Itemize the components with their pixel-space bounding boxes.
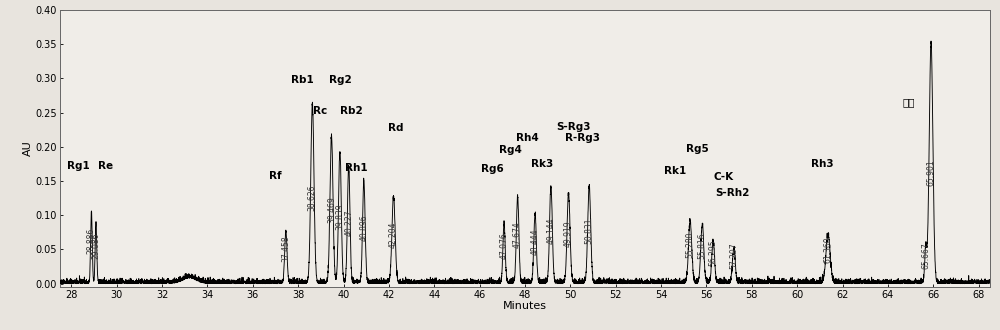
Text: Rd: Rd	[388, 123, 403, 133]
Text: 40.896: 40.896	[359, 214, 368, 241]
Text: 55.816: 55.816	[698, 233, 707, 259]
Text: Rk3: Rk3	[531, 159, 553, 169]
Text: Re: Re	[98, 161, 113, 171]
Text: 47.076: 47.076	[500, 232, 509, 259]
Text: Rb1: Rb1	[291, 75, 314, 85]
Text: C-K: C-K	[713, 172, 734, 182]
Text: 42.204: 42.204	[389, 221, 398, 248]
Text: Rg1: Rg1	[67, 161, 90, 171]
Text: Rg4: Rg4	[499, 145, 522, 155]
Text: 28.886: 28.886	[87, 227, 96, 253]
Text: 49.919: 49.919	[564, 220, 573, 247]
Text: S-Rh2: S-Rh2	[715, 188, 750, 198]
Text: 56.295: 56.295	[709, 239, 718, 266]
Text: 50.831: 50.831	[585, 217, 594, 244]
Text: Rh4: Rh4	[516, 133, 539, 143]
Text: Rb2: Rb2	[340, 106, 363, 116]
Text: 48.444: 48.444	[531, 228, 540, 255]
Text: 苷元: 苷元	[902, 97, 915, 107]
Text: 65.901: 65.901	[927, 160, 936, 186]
Text: Rg5: Rg5	[686, 144, 709, 154]
Text: Rc: Rc	[313, 106, 327, 116]
Text: 40.227: 40.227	[344, 209, 353, 236]
Text: Rh1: Rh1	[345, 163, 367, 173]
Text: Rg6: Rg6	[481, 164, 503, 174]
Text: 38.626: 38.626	[308, 184, 317, 211]
Text: 39.469: 39.469	[327, 197, 336, 223]
Text: 49.144: 49.144	[546, 217, 555, 244]
Text: S-Rg3: S-Rg3	[557, 122, 591, 132]
Text: 39.839: 39.839	[335, 204, 344, 230]
Text: Rh3: Rh3	[811, 159, 833, 169]
Text: 55.280: 55.280	[686, 231, 695, 258]
Y-axis label: AU: AU	[23, 141, 33, 156]
Text: Rk1: Rk1	[664, 166, 686, 176]
Text: 47.674: 47.674	[513, 221, 522, 248]
Text: Rf: Rf	[269, 171, 282, 181]
Text: 65.667: 65.667	[921, 242, 930, 269]
Text: 37.458: 37.458	[281, 235, 290, 262]
X-axis label: Minutes: Minutes	[503, 301, 547, 311]
Text: Rg2: Rg2	[329, 75, 352, 85]
Text: 57.207: 57.207	[729, 242, 738, 269]
Text: 61.360: 61.360	[824, 237, 833, 263]
Text: R-Rg3: R-Rg3	[565, 133, 600, 143]
Text: 29.086: 29.086	[91, 233, 100, 259]
